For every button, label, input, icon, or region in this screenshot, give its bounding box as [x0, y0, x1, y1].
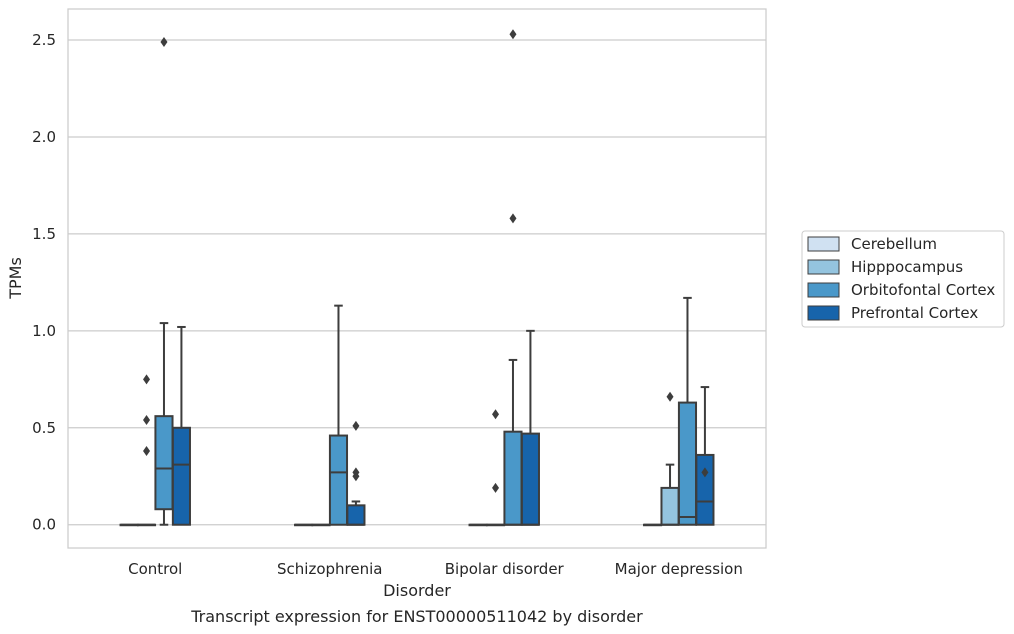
box-iqr — [695, 453, 715, 526]
outlier-point — [352, 420, 360, 431]
x-axis-ticks: Control Schizophrenia Bipolar disorder Majo… — [128, 560, 743, 578]
box-plot-item — [503, 29, 523, 526]
outlier-point — [352, 467, 360, 478]
box-iqr — [346, 504, 366, 526]
y-tick-label: 2.5 — [32, 31, 56, 49]
box-plot-item — [346, 420, 366, 526]
legend-label: Cerebellum — [851, 235, 937, 253]
outlier-point — [509, 29, 517, 40]
box-plot-item — [171, 325, 191, 526]
y-tick-label: 0.5 — [32, 419, 56, 437]
box-plot-item — [311, 523, 331, 527]
box-iqr — [677, 401, 698, 526]
outlier-point — [666, 391, 674, 402]
legend-label: Orbitofontal Cortex — [851, 281, 995, 299]
outlier-point — [701, 467, 709, 478]
legend-frame — [801, 230, 1005, 328]
y-tick-label: 1.0 — [32, 322, 56, 340]
box-plot-item — [677, 296, 698, 526]
outlier-point — [160, 36, 168, 47]
outlier-point — [143, 415, 151, 426]
x-tick-label: Schizophrenia — [277, 560, 382, 578]
x-tick-label: Major depression — [615, 560, 743, 578]
series-prefrontal-cortex — [171, 325, 715, 526]
box-plot-item — [520, 329, 540, 526]
box-plot-item — [154, 36, 174, 526]
box-iqr — [328, 434, 349, 526]
box-iqr — [520, 432, 540, 526]
box-iqr — [660, 486, 680, 526]
box-iqr — [503, 430, 523, 526]
y-axis-title: TPMs — [6, 257, 25, 300]
box-plot-item — [119, 523, 139, 527]
box-series — [119, 29, 715, 527]
legend-label: Hipppocampus — [851, 258, 963, 276]
y-tick-label: 2.0 — [32, 128, 56, 146]
series-orbitofontal-cortex — [154, 29, 698, 526]
legend: Cerebellum Hipppocampus Orbitofontal Corte… — [801, 230, 1005, 328]
outlier-point — [492, 482, 500, 493]
outlier-point — [492, 409, 500, 420]
legend-label: Prefrontal Cortex — [851, 304, 978, 322]
box-iqr — [154, 415, 174, 511]
series-hipppocampus — [136, 374, 680, 527]
legend-swatch — [807, 305, 840, 321]
x-tick-label: Control — [128, 560, 182, 578]
outlier-point — [509, 213, 517, 224]
box-plot-item — [294, 523, 314, 527]
box-plot-item — [468, 523, 488, 527]
box-iqr — [171, 426, 191, 526]
chart-caption: Transcript expression for ENST0000051104… — [190, 607, 643, 626]
x-axis-title: Disorder — [383, 581, 451, 600]
box-plot-item — [643, 523, 663, 527]
y-tick-label: 1.5 — [32, 225, 56, 243]
legend-swatch — [807, 259, 840, 275]
box-plot-item — [328, 304, 349, 526]
outlier-point — [143, 374, 151, 385]
y-axis-ticks: 0.0 0.5 1.0 1.5 2.0 2.5 — [32, 31, 56, 534]
outlier-point — [143, 446, 151, 457]
box-plot-item — [660, 391, 680, 526]
y-tick-label: 0.0 — [32, 516, 56, 534]
box-plot-item — [136, 374, 157, 527]
plot-area-frame — [67, 8, 767, 549]
x-tick-label: Bipolar disorder — [445, 560, 565, 578]
box-plot-item — [485, 409, 506, 527]
series-cerebellum — [119, 523, 663, 527]
box-plot-item — [695, 386, 715, 526]
legend-swatch — [807, 282, 840, 298]
legend-swatch — [807, 236, 840, 252]
